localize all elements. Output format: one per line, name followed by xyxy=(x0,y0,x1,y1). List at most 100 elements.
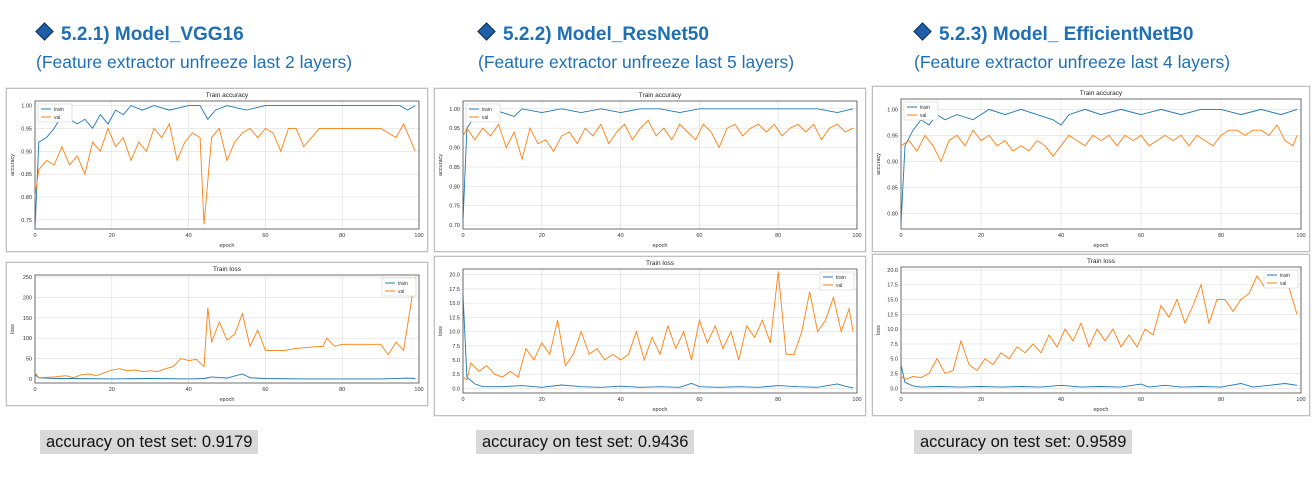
y-tick-label: 2.5 xyxy=(890,371,898,377)
model-panel-vgg16: 5.2.1) Model_VGG16 (Feature extractor un… xyxy=(35,0,473,477)
x-tick-label: 20 xyxy=(109,387,115,393)
diamond-bullet-icon xyxy=(477,22,496,41)
x-tick-label: 0 xyxy=(33,387,36,393)
legend-label: val xyxy=(398,289,404,295)
plot-frame xyxy=(462,268,858,394)
y-tick-label: 200 xyxy=(23,295,32,301)
x-tick-label: 40 xyxy=(1058,397,1064,403)
y-tick-label: 0.80 xyxy=(887,211,898,217)
x-tick-label: 0 xyxy=(461,233,464,239)
series-line-train xyxy=(462,294,854,389)
chart-title: Train accuracy xyxy=(639,92,682,99)
x-tick-label: 60 xyxy=(262,387,268,393)
y-tick-label: 0.85 xyxy=(449,165,460,171)
x-tick-label: 60 xyxy=(696,397,702,403)
x-tick-label: 100 xyxy=(852,397,861,403)
chart-title: Train loss xyxy=(1087,258,1116,265)
y-tick-label: 10.0 xyxy=(449,330,460,336)
panel-subheading: (Feature extractor unfreeze last 2 layer… xyxy=(36,52,353,72)
plot-frame xyxy=(34,100,420,230)
x-tick-label: 80 xyxy=(339,233,345,239)
y-tick-label: 17.5 xyxy=(887,283,898,289)
y-axis-label: accuracy xyxy=(876,153,882,175)
series-line-val xyxy=(900,274,1298,380)
x-tick-label: 20 xyxy=(539,233,545,239)
chart-vgg16-loss: Train loss 0 20 40 60 80 100 0 50 100 150 200 250 epo… xyxy=(6,262,428,406)
test-accuracy-label: accuracy on test set: 0.9589 xyxy=(914,430,1133,454)
y-tick-label: 15.0 xyxy=(449,301,460,307)
y-tick-label: 10.0 xyxy=(887,327,898,333)
chart-title: Train loss xyxy=(646,260,675,267)
x-tick-label: 60 xyxy=(696,233,702,239)
y-tick-label: 250 xyxy=(23,275,32,281)
x-tick-label: 0 xyxy=(461,397,464,403)
y-tick-label: 0.80 xyxy=(21,195,32,201)
y-tick-label: 15.0 xyxy=(887,298,898,304)
y-axis-label: accuracy xyxy=(438,154,444,176)
y-axis-label: loss xyxy=(438,326,444,336)
x-axis-label: epoch xyxy=(220,397,235,403)
x-tick-label: 40 xyxy=(618,397,624,403)
plot-frame xyxy=(900,266,1302,394)
chart-title: Train accuracy xyxy=(206,92,249,99)
y-tick-label: 0.95 xyxy=(21,126,32,132)
legend-label: val xyxy=(1280,281,1286,287)
x-tick-label: 40 xyxy=(186,233,192,239)
legend-label: val xyxy=(482,115,488,121)
x-tick-label: 80 xyxy=(1218,233,1224,239)
x-tick-label: 0 xyxy=(33,233,36,239)
x-tick-label: 100 xyxy=(414,387,423,393)
y-axis-label: loss xyxy=(876,325,882,335)
series-line-train xyxy=(900,364,1298,388)
x-tick-label: 60 xyxy=(1138,397,1144,403)
series-line-val xyxy=(900,124,1298,163)
y-tick-label: 0 xyxy=(29,377,32,383)
y-tick-label: 50 xyxy=(26,357,32,363)
series-line-val xyxy=(34,276,416,379)
plot-frame xyxy=(462,100,858,230)
y-tick-label: 0.85 xyxy=(887,185,898,191)
x-tick-label: 100 xyxy=(1296,233,1305,239)
y-tick-label: 0.75 xyxy=(21,218,32,224)
chart-resnet50-accuracy: Train accuracy 0 20 40 60 80 100 0.70 0.75 0.80 0.… xyxy=(434,88,866,252)
x-tick-label: 80 xyxy=(775,397,781,403)
y-tick-label: 0.95 xyxy=(449,126,460,132)
panel-subheading: (Feature extractor unfreeze last 5 layer… xyxy=(478,52,795,72)
panel-heading: 5.2.3) Model_ EfficientNetB0 xyxy=(913,22,1193,46)
model-panel-efficientnetb0: 5.2.3) Model_ EfficientNetB0 (Feature ex… xyxy=(913,0,1313,477)
y-tick-label: 0.0 xyxy=(452,386,460,392)
legend-label: val xyxy=(836,283,842,289)
x-tick-label: 20 xyxy=(109,233,115,239)
y-tick-label: 7.5 xyxy=(452,344,460,350)
x-tick-label: 20 xyxy=(539,397,545,403)
chart-resnet50-loss: Train loss 0 20 40 60 80 100 0.0 2.5 5.0 7.5 10.0 12… xyxy=(434,256,866,416)
legend-label: train xyxy=(482,107,492,113)
x-tick-label: 80 xyxy=(775,233,781,239)
series-line-train xyxy=(900,108,1298,224)
x-tick-label: 40 xyxy=(618,233,624,239)
y-tick-label: 0.0 xyxy=(890,386,898,392)
legend-label: train xyxy=(398,281,408,287)
x-tick-label: 100 xyxy=(1296,397,1305,403)
diamond-bullet-icon xyxy=(913,22,932,41)
y-tick-label: 17.5 xyxy=(449,287,460,293)
test-accuracy-label: accuracy on test set: 0.9436 xyxy=(476,430,695,454)
x-tick-label: 80 xyxy=(339,387,345,393)
y-tick-label: 12.5 xyxy=(449,315,460,321)
x-tick-label: 60 xyxy=(262,233,268,239)
y-tick-label: 7.5 xyxy=(890,342,898,348)
legend-label: train xyxy=(1280,273,1290,279)
y-axis-label: accuracy xyxy=(10,154,16,176)
y-tick-label: 0.95 xyxy=(887,133,898,139)
plot-frame xyxy=(900,98,1302,230)
series-line-val xyxy=(462,119,854,161)
test-accuracy-label: accuracy on test set: 0.9179 xyxy=(40,430,259,454)
y-tick-label: 150 xyxy=(23,316,32,322)
x-axis-label: epoch xyxy=(1094,407,1109,413)
y-tick-label: 100 xyxy=(23,336,32,342)
panel-heading: 5.2.2) Model_ResNet50 xyxy=(477,22,709,46)
x-tick-label: 0 xyxy=(899,233,902,239)
x-tick-label: 40 xyxy=(1058,233,1064,239)
y-tick-label: 0.90 xyxy=(449,146,460,152)
diamond-bullet-icon xyxy=(35,22,54,41)
